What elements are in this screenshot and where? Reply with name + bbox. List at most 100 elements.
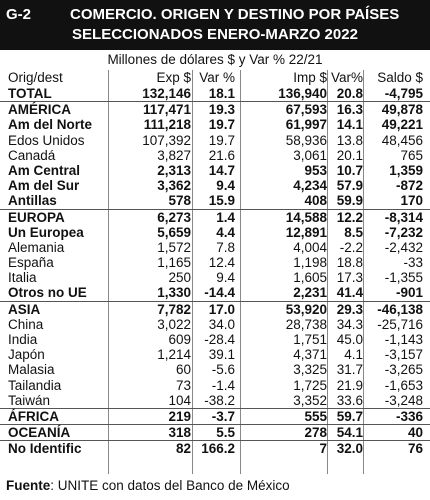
- cell-var1: 14.7: [208, 162, 235, 178]
- cell-imp: 3,061: [293, 147, 327, 163]
- cell-var2: 33.6: [336, 392, 363, 408]
- cell-saldo: -8,314: [384, 209, 423, 225]
- cell-var2: 20.1: [336, 147, 363, 163]
- cell-imp: 1,725: [293, 377, 327, 393]
- cell-name: Otros no UE: [8, 285, 87, 301]
- cell-exp: 5,659: [157, 224, 191, 240]
- cell-var2: 34.3: [336, 316, 363, 332]
- cell-var2: -2.2: [339, 239, 363, 255]
- table-row: Taiwán 104 -38.2 3,352 33.6 -3,248: [0, 393, 430, 409]
- cell-var1: 34.0: [208, 316, 235, 332]
- cell-var2: 59.9: [336, 193, 363, 209]
- cell-imp: 2,231: [293, 285, 327, 301]
- cell-saldo: 170: [400, 193, 423, 209]
- col-header-var-imp: Var%: [330, 70, 363, 85]
- table-row: Am del Sur 3,362 9.4 4,234 57.9 -872: [0, 178, 430, 193]
- col-header-origin: Orig/dest: [8, 70, 63, 85]
- cell-saldo: -3,157: [384, 347, 423, 363]
- cell-var2: 16.3: [336, 102, 363, 118]
- cell-imp: 7: [319, 441, 327, 457]
- cell-imp: 555: [304, 408, 327, 424]
- cell-saldo: 49,221: [381, 117, 423, 133]
- cell-exp: 3,827: [157, 147, 191, 163]
- source-label: Fuente: [6, 478, 51, 493]
- table-row: Un Europea 5,659 4.4 12,891 8.5 -7,232: [0, 225, 430, 240]
- cell-exp: 318: [168, 425, 191, 441]
- cell-saldo: -4,795: [384, 86, 423, 101]
- table-row: Canadá 3,827 21.6 3,061 20.1 765: [0, 148, 430, 163]
- cell-var1: -3.7: [211, 408, 235, 424]
- column-header-row: Orig/dest Exp $ Var % Imp $ Var% Saldo $: [0, 70, 430, 86]
- cell-saldo: -33: [403, 255, 423, 271]
- col-header-imp: Imp $: [293, 70, 327, 85]
- cell-saldo: 76: [407, 441, 423, 457]
- cell-imp: 58,936: [285, 132, 327, 148]
- cell-var1: 7.8: [216, 239, 235, 255]
- cell-var2: 8.5: [344, 224, 363, 240]
- cell-saldo: -1,355: [384, 270, 423, 286]
- cell-var1: 18.1: [208, 86, 235, 101]
- cell-imp: 53,920: [285, 301, 327, 317]
- table-row: España 1,165 12.4 1,198 18.8 -33: [0, 255, 430, 270]
- cell-imp: 136,940: [278, 86, 327, 101]
- table-row: India 609 -28.4 1,751 45.0 -1,143: [0, 332, 430, 347]
- cell-name: Malasia: [8, 362, 55, 378]
- cell-var2: 32.0: [336, 441, 363, 457]
- col-header-var-exp: Var %: [199, 70, 235, 85]
- cell-var2: 57.9: [336, 178, 363, 194]
- cell-var1: -5.6: [211, 362, 235, 378]
- cell-var1: -38.2: [204, 392, 235, 408]
- cell-exp: 132,146: [142, 86, 191, 101]
- cell-saldo: -872: [395, 178, 423, 194]
- cell-imp: 1,605: [293, 270, 327, 286]
- table-row: OCEANÍA 318 5.5 278 54.1 40: [0, 425, 430, 442]
- cell-name: Tailandia: [8, 377, 62, 393]
- table-row: Otros no UE 1,330 -14.4 2,231 41.4 -901: [0, 285, 430, 302]
- table-body: TOTAL 132,146 18.1 136,940 20.8 -4,795 AMÉRICA…: [0, 86, 430, 457]
- cell-name: Antillas: [8, 193, 57, 209]
- cell-saldo: -2,432: [384, 239, 423, 255]
- cell-var1: -28.4: [204, 332, 235, 347]
- column-divider: [327, 70, 328, 474]
- cell-exp: 107,392: [142, 132, 191, 148]
- cell-imp: 3,352: [293, 392, 327, 408]
- cell-var1: 12.4: [208, 255, 235, 271]
- cell-name: No Identific: [8, 441, 82, 457]
- cell-exp: 1,165: [157, 255, 191, 271]
- cell-name: EUROPA: [8, 209, 65, 225]
- cell-var1: 19.7: [208, 132, 235, 148]
- cell-var2: 45.0: [336, 332, 363, 347]
- cell-var1: 15.9: [208, 193, 235, 209]
- cell-name: España: [8, 255, 54, 271]
- cell-var2: 12.2: [336, 209, 363, 225]
- table-row: China 3,022 34.0 28,738 34.3 -25,716: [0, 317, 430, 332]
- cell-var1: 19.3: [208, 102, 235, 118]
- cell-var2: 41.4: [336, 285, 363, 301]
- cell-saldo: -3,265: [384, 362, 423, 378]
- table-title-line2: SELECCIONADOS ENERO-MARZO 2022: [72, 26, 358, 43]
- cell-exp: 104: [168, 392, 191, 408]
- table-row: Edos Unidos 107,392 19.7 58,936 13.8 48,456: [0, 133, 430, 148]
- cell-var1: 5.5: [216, 425, 235, 441]
- cell-exp: 3,022: [157, 316, 191, 332]
- cell-name: Am del Norte: [8, 117, 93, 133]
- table-row: ASIA 7,782 17.0 53,920 29.3 -46,138: [0, 302, 430, 317]
- cell-imp: 28,738: [285, 316, 327, 332]
- cell-name: ÁFRICA: [8, 408, 59, 424]
- cell-name: ASIA: [8, 301, 41, 317]
- cell-var1: 166.2: [201, 441, 235, 457]
- cell-var2: 29.3: [336, 301, 363, 317]
- cell-name: Un Europea: [8, 224, 84, 240]
- cell-saldo: 40: [407, 425, 423, 441]
- table-row: Antillas 578 15.9 408 59.9 170: [0, 193, 430, 210]
- cell-var2: 59.7: [336, 408, 363, 424]
- table-row: Alemania 1,572 7.8 4,004 -2.2 -2,432: [0, 240, 430, 255]
- cell-name: China: [8, 316, 44, 332]
- table-subtitle: Millones de dólares $ y Var % 22/21: [107, 52, 323, 67]
- column-divider: [240, 70, 241, 474]
- cell-var2: 10.7: [336, 162, 363, 178]
- column-divider: [192, 70, 193, 474]
- table-row: TOTAL 132,146 18.1 136,940 20.8 -4,795: [0, 86, 430, 103]
- cell-name: Am Central: [8, 162, 81, 178]
- cell-imp: 408: [304, 193, 327, 209]
